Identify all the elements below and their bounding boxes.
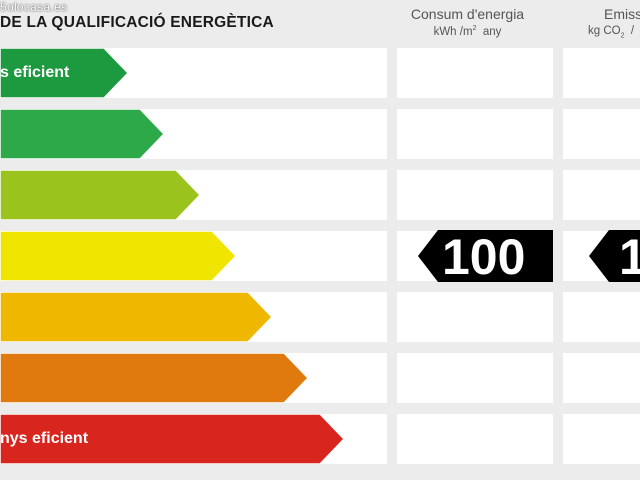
emissions-title: Emiss <box>604 6 640 22</box>
consumption-cell <box>397 414 553 464</box>
rating-arrow: nys eficient <box>0 413 346 465</box>
emissions-cell <box>563 292 640 342</box>
rating-arrow <box>0 108 166 160</box>
emissions-value-tag: 1 <box>589 230 640 282</box>
emissions-cell <box>563 170 640 220</box>
rating-arrow <box>0 230 238 282</box>
consumption-cell <box>397 48 553 98</box>
consumption-title: Consum d'energia <box>410 6 525 22</box>
rating-arrow <box>0 291 274 343</box>
rating-arrow <box>0 352 310 404</box>
consumption-cell <box>397 170 553 220</box>
emissions-cell <box>563 414 640 464</box>
emissions-cell <box>563 109 640 159</box>
rating-arrow <box>0 169 202 221</box>
svg-text:100: 100 <box>442 230 525 282</box>
watermark: 5olocasa.es <box>0 0 68 14</box>
consumption-cell <box>397 109 553 159</box>
page-title: DE LA QUALIFICACIÓ ENERGÈTICA <box>0 14 274 31</box>
emissions-column-header: Emiss kg CO2 / <box>588 6 640 39</box>
rating-arrow-label: nys eficient <box>0 430 89 447</box>
emissions-cell <box>563 353 640 403</box>
consumption-unit: kWh /m2 any <box>433 25 502 38</box>
rating-arrow-label: s eficient <box>0 64 70 81</box>
emissions-cell <box>563 48 640 98</box>
consumption-cell <box>397 353 553 403</box>
rating-arrow: s eficient <box>0 47 130 99</box>
consumption-column-header: Consum d'energia kWh /m2 any <box>395 6 540 38</box>
consumption-value-tag: 100 <box>418 230 553 282</box>
svg-text:1: 1 <box>619 230 640 282</box>
emissions-unit: kg CO2 / <box>588 25 635 40</box>
consumption-cell <box>397 292 553 342</box>
